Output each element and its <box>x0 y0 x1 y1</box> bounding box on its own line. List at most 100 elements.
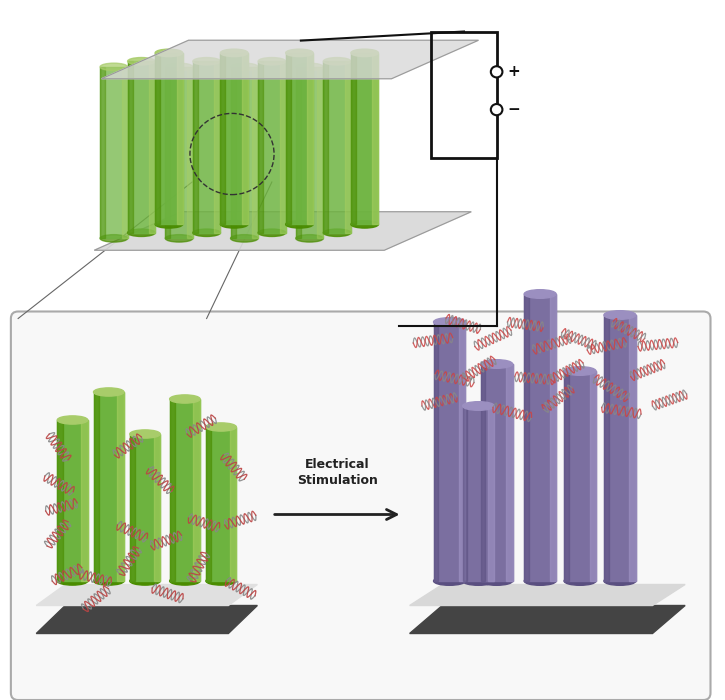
Ellipse shape <box>258 229 286 237</box>
Bar <box>57 420 88 581</box>
Ellipse shape <box>524 577 556 585</box>
Ellipse shape <box>193 57 220 65</box>
Polygon shape <box>94 212 471 251</box>
Bar <box>165 67 170 238</box>
Bar <box>187 67 193 238</box>
Bar <box>128 62 133 232</box>
Ellipse shape <box>130 577 160 585</box>
Bar <box>154 434 160 581</box>
Bar <box>155 53 183 224</box>
Ellipse shape <box>351 49 378 57</box>
Bar <box>206 427 212 581</box>
Ellipse shape <box>463 402 494 410</box>
Ellipse shape <box>604 577 636 585</box>
Ellipse shape <box>286 220 313 228</box>
Bar <box>193 62 198 232</box>
Bar <box>351 53 378 224</box>
Bar <box>434 322 465 581</box>
FancyBboxPatch shape <box>11 312 710 700</box>
Bar <box>130 434 136 581</box>
Bar <box>258 62 263 232</box>
Ellipse shape <box>170 577 200 585</box>
Text: −: − <box>507 102 521 117</box>
Bar <box>506 364 513 581</box>
Ellipse shape <box>57 577 88 585</box>
Polygon shape <box>410 584 685 606</box>
Bar <box>170 399 175 581</box>
Bar <box>122 67 128 238</box>
Bar <box>604 315 609 581</box>
Bar <box>481 364 486 581</box>
Bar <box>307 53 313 224</box>
Bar <box>177 53 183 224</box>
Bar <box>170 399 200 581</box>
Bar <box>242 53 248 224</box>
Ellipse shape <box>296 234 323 242</box>
Bar <box>230 427 236 581</box>
Text: Electrical
Stimulation: Electrical Stimulation <box>297 458 378 486</box>
Ellipse shape <box>323 229 351 237</box>
Ellipse shape <box>94 388 124 396</box>
Ellipse shape <box>564 577 596 585</box>
Ellipse shape <box>258 57 286 65</box>
Ellipse shape <box>564 367 596 375</box>
Polygon shape <box>36 606 257 634</box>
Bar <box>459 322 465 581</box>
Ellipse shape <box>94 577 124 585</box>
Ellipse shape <box>296 63 323 71</box>
Ellipse shape <box>128 229 155 237</box>
Ellipse shape <box>286 49 313 57</box>
Bar <box>286 53 291 224</box>
Polygon shape <box>102 41 478 79</box>
Bar <box>100 67 105 238</box>
Bar <box>231 67 258 238</box>
Ellipse shape <box>434 318 465 326</box>
Ellipse shape <box>155 220 183 228</box>
Bar <box>94 392 99 581</box>
Bar <box>258 62 286 232</box>
Bar <box>564 371 596 581</box>
Bar <box>57 420 63 581</box>
Bar <box>564 371 569 581</box>
Bar <box>345 62 351 232</box>
Bar <box>94 392 124 581</box>
Bar <box>296 67 301 238</box>
Circle shape <box>491 104 502 116</box>
Ellipse shape <box>220 49 248 57</box>
Ellipse shape <box>206 423 236 431</box>
Bar <box>231 67 236 238</box>
Ellipse shape <box>220 220 248 228</box>
Bar <box>318 67 323 238</box>
Bar <box>351 53 356 224</box>
Bar <box>463 406 468 581</box>
Bar <box>220 53 225 224</box>
Ellipse shape <box>100 234 128 242</box>
Bar <box>194 399 200 581</box>
Ellipse shape <box>463 577 494 585</box>
Bar <box>323 62 351 232</box>
Ellipse shape <box>128 57 155 65</box>
Ellipse shape <box>231 63 258 71</box>
Bar <box>296 67 323 238</box>
Bar <box>206 427 236 581</box>
Bar <box>149 62 155 232</box>
Bar <box>524 294 556 581</box>
Bar <box>128 62 155 232</box>
Ellipse shape <box>604 311 636 319</box>
Polygon shape <box>36 584 257 606</box>
Ellipse shape <box>57 416 88 424</box>
Polygon shape <box>410 606 685 634</box>
Ellipse shape <box>524 290 556 298</box>
Bar <box>81 420 88 581</box>
Bar <box>155 53 160 224</box>
Ellipse shape <box>170 395 200 403</box>
Ellipse shape <box>155 49 183 57</box>
Bar <box>431 32 497 158</box>
Bar <box>286 53 313 224</box>
Bar <box>280 62 286 232</box>
Bar <box>130 434 160 581</box>
Bar <box>629 315 636 581</box>
Ellipse shape <box>481 577 513 585</box>
Bar <box>100 67 128 238</box>
Ellipse shape <box>434 577 465 585</box>
